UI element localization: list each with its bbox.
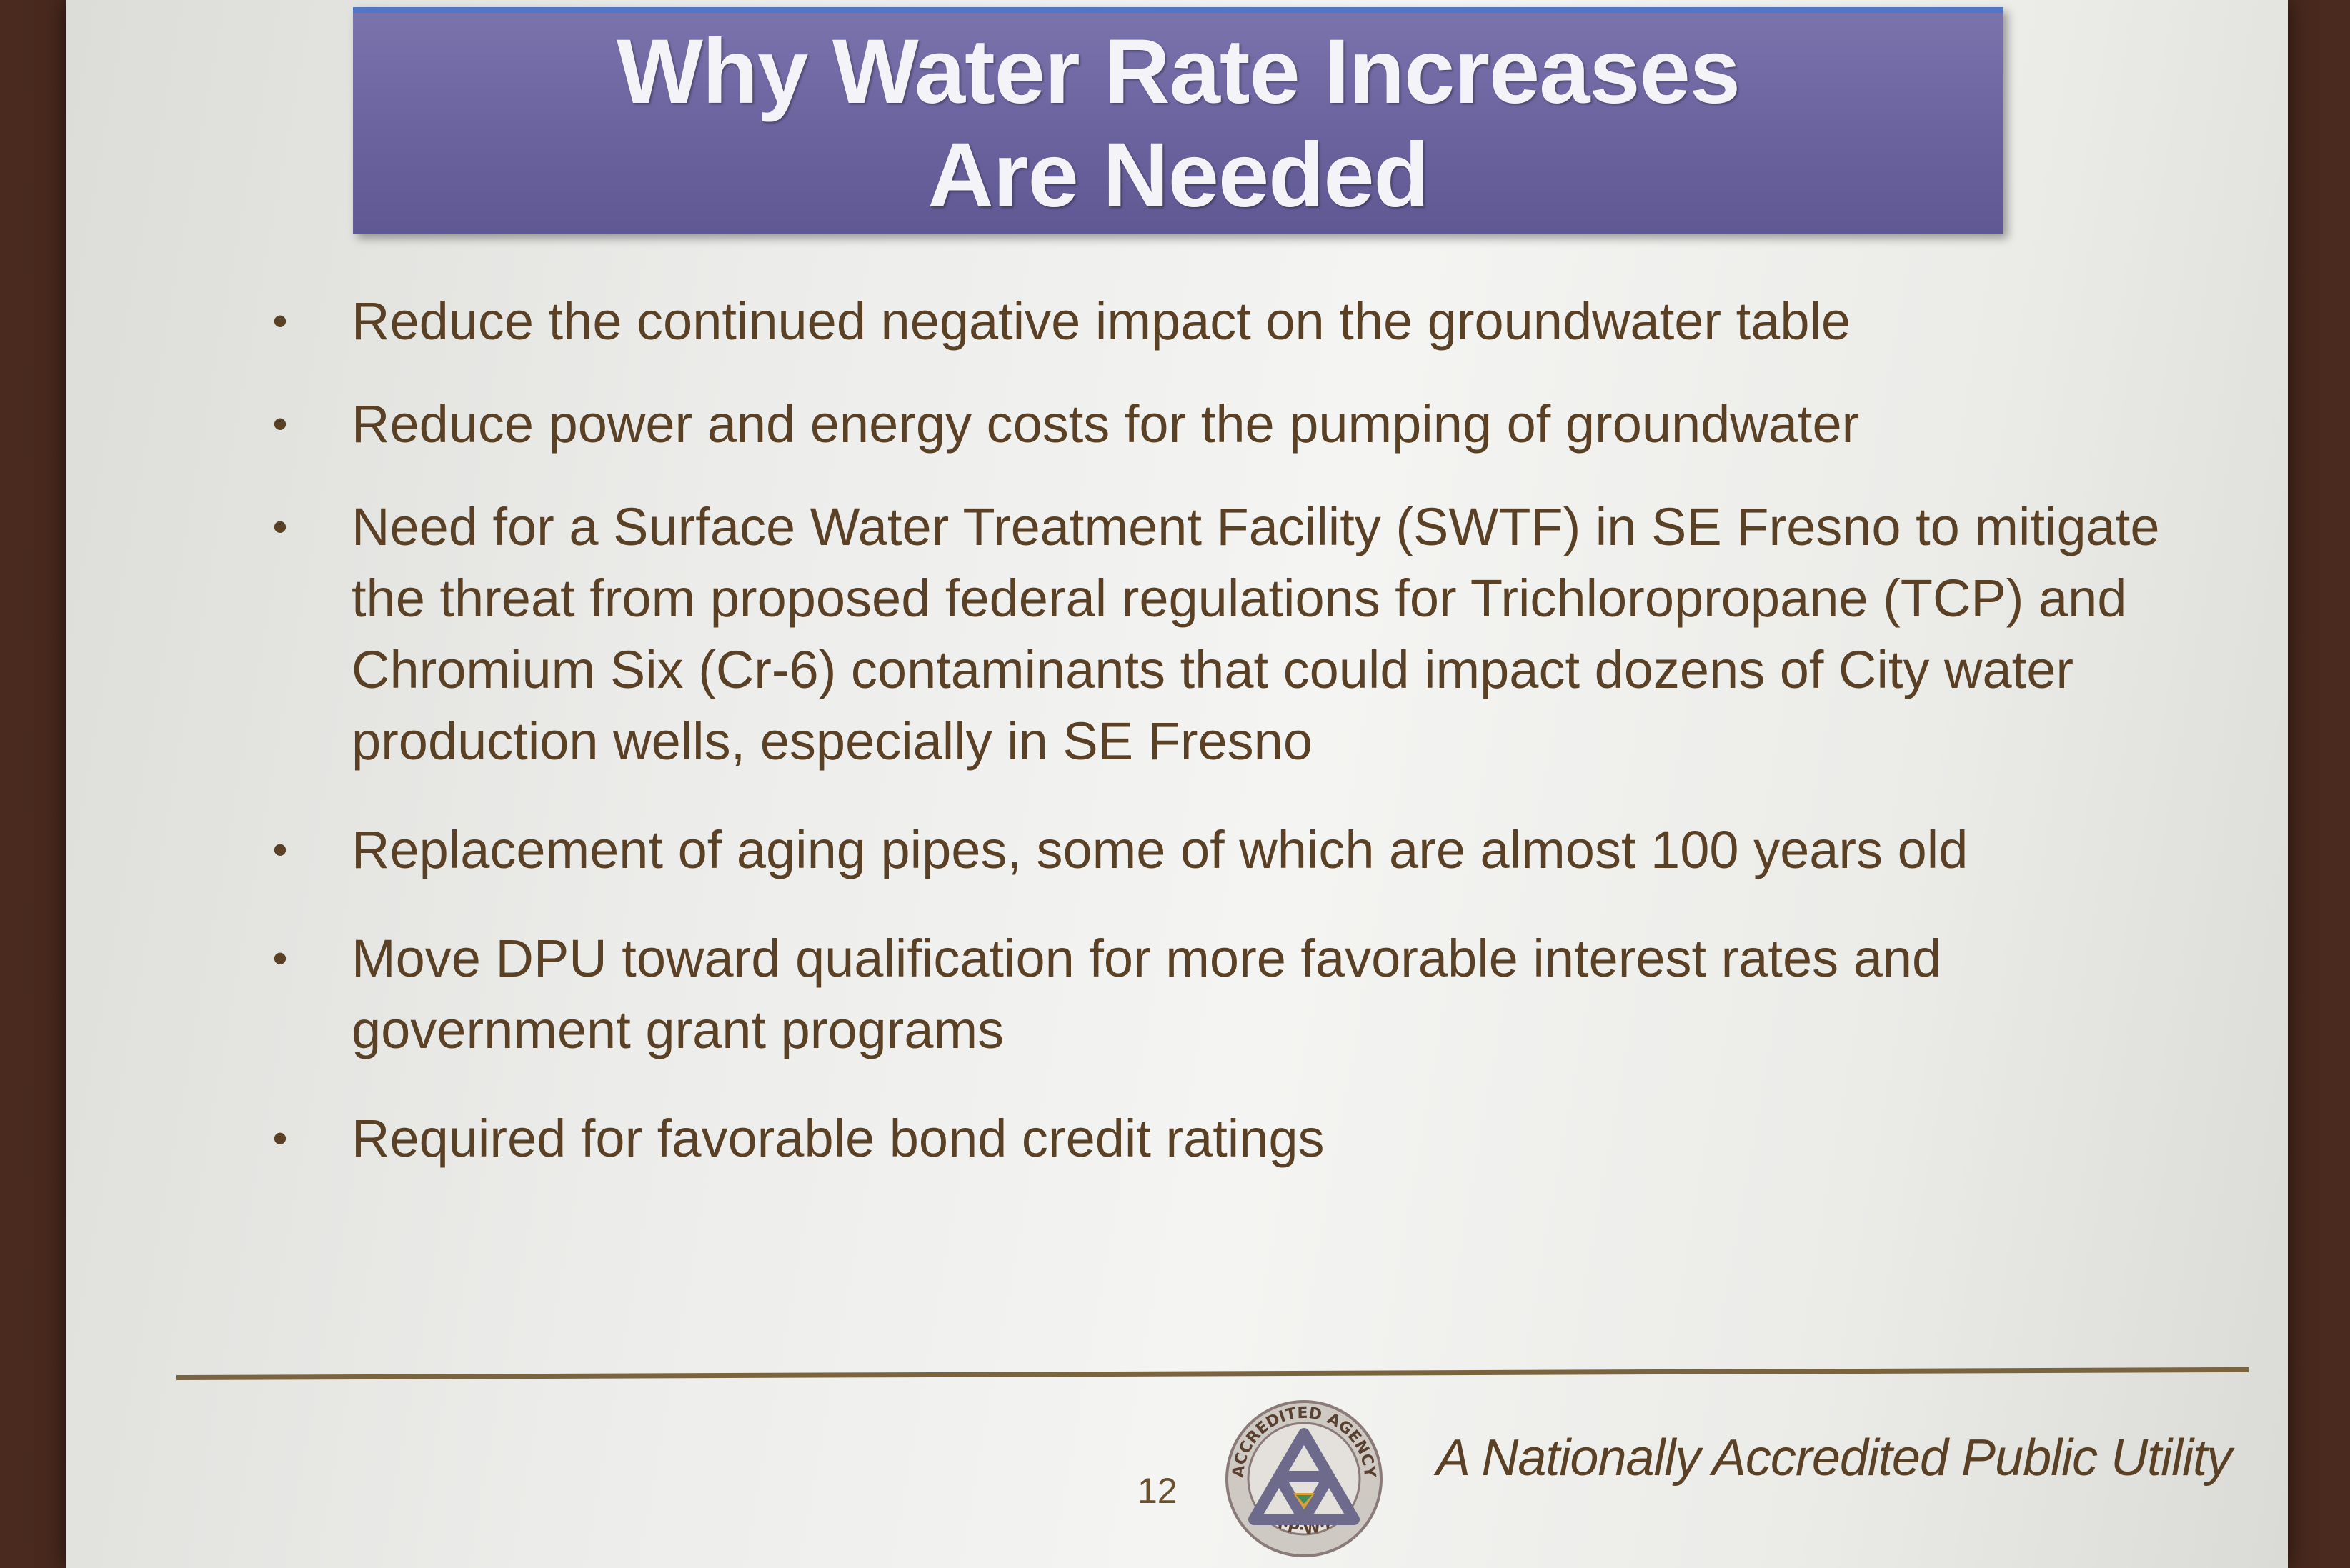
bullet-text: Reduce the continued negative impact on … bbox=[352, 291, 1851, 351]
title-banner: Why Water Rate Increases Are Needed bbox=[353, 7, 2003, 234]
bullet-item-interest-rates: • Move DPU toward qualification for more… bbox=[259, 923, 2224, 1066]
bullet-marker: • bbox=[272, 503, 288, 551]
footer-tagline: A Nationally Accredited Public Utility bbox=[1436, 1429, 2232, 1487]
bullet-marker: • bbox=[272, 297, 288, 345]
bullet-item-groundwater-table: • Reduce the continued negative impact o… bbox=[259, 286, 2224, 357]
apwa-accredited-agency-seal-icon: ACCREDITED AGENCY A·P·W·A bbox=[1225, 1400, 1383, 1557]
bullet-item-power-costs: • Reduce power and energy costs for the … bbox=[259, 389, 2224, 460]
bullet-item-aging-pipes: • Replacement of aging pipes, some of wh… bbox=[259, 814, 2224, 886]
bullet-text: Required for favorable bond credit ratin… bbox=[352, 1109, 1325, 1168]
presentation-slide: Why Water Rate Increases Are Needed • Re… bbox=[66, 0, 2288, 1568]
slide-title-line-2: Are Needed bbox=[927, 124, 1429, 226]
bullet-item-bond-ratings: • Required for favorable bond credit rat… bbox=[259, 1103, 2224, 1174]
bullet-text: Reduce power and energy costs for the pu… bbox=[352, 394, 1860, 454]
bullet-text: Need for a Surface Water Treatment Facil… bbox=[352, 497, 2160, 771]
page-number: 12 bbox=[1137, 1471, 1178, 1511]
bullet-marker: • bbox=[272, 1114, 288, 1162]
bullet-marker: • bbox=[272, 400, 288, 448]
slide-title-line-1: Why Water Rate Increases bbox=[617, 21, 1741, 123]
bullet-text: Replacement of aging pipes, some of whic… bbox=[352, 820, 1968, 879]
bullet-text: Move DPU toward qualification for more f… bbox=[352, 929, 1942, 1059]
bullet-item-swtf: • Need for a Surface Water Treatment Fac… bbox=[259, 491, 2224, 777]
bullet-list: • Reduce the continued negative impact o… bbox=[259, 286, 2224, 1206]
bullet-marker: • bbox=[272, 934, 288, 982]
footer-divider bbox=[176, 1367, 2249, 1380]
bullet-marker: • bbox=[272, 826, 288, 874]
